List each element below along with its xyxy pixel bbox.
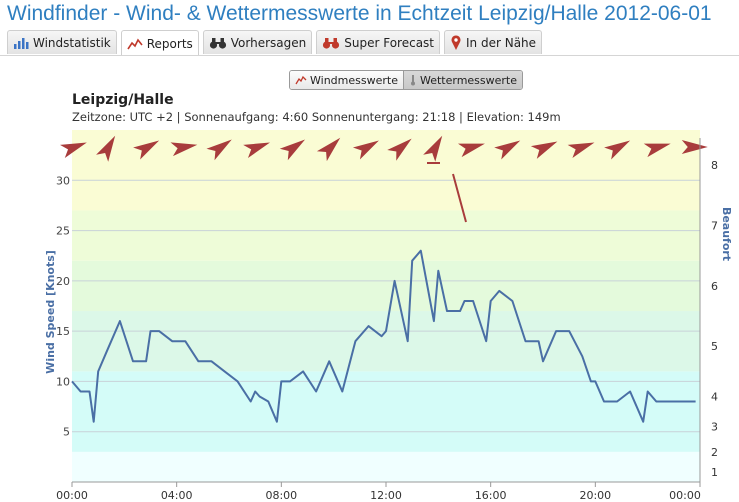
- y-tick-label: 25: [56, 225, 70, 238]
- map-pin-icon: [451, 34, 461, 50]
- wind-direction-arrow: [387, 138, 412, 161]
- y-tick-label: 10: [56, 375, 70, 388]
- tab-label: Super Forecast: [344, 35, 435, 50]
- arrow-head: [316, 137, 341, 162]
- tab-label: In der Nähe: [466, 35, 537, 50]
- arrow-head: [60, 142, 87, 159]
- beaufort-tick-label: 6: [711, 280, 718, 293]
- wind-speed-line: [71, 249, 696, 423]
- wind-direction-arrow: [494, 140, 521, 160]
- beaufort-band: [72, 451, 700, 482]
- arrow-head: [206, 139, 232, 161]
- line-chart-icon: [127, 38, 143, 49]
- windmesswerte-label: Windmesswerte: [310, 73, 398, 87]
- station-info: Zeitzone: UTC +2 | Sonnenaufgang: 4:60 S…: [72, 110, 561, 124]
- y-tick-label: 5: [63, 426, 70, 439]
- tab-label: Vorhersagen: [230, 35, 307, 50]
- beaufort-band: [72, 311, 700, 372]
- gust-marker: [452, 173, 467, 223]
- arrow-head: [604, 140, 631, 160]
- beaufort-band: [72, 371, 700, 452]
- beaufort-bands: [72, 130, 700, 482]
- view-toggle: Windmesswerte Wettermesswerte: [289, 70, 524, 90]
- y-tick-label: 20: [56, 275, 70, 288]
- wind-direction-arrow: [60, 142, 87, 159]
- wettermesswerte-label: Wettermesswerte: [419, 73, 518, 87]
- arrow-head: [352, 140, 379, 160]
- wind-direction-arrow: [352, 140, 379, 160]
- wind-speed-series: [71, 249, 696, 423]
- x-tick-label: 00:00: [669, 489, 701, 502]
- arrow-head: [387, 138, 412, 161]
- x-tick-label: 00:00: [56, 489, 88, 502]
- wind-direction-arrow: [530, 141, 558, 159]
- y-tick-label: 15: [56, 325, 70, 338]
- wind-direction-arrow: [170, 142, 198, 157]
- wind-direction-arrow: [567, 142, 595, 159]
- station-name: Leipzig/Halle: [72, 92, 174, 108]
- wind-direction-row: [60, 135, 708, 223]
- arrow-head: [423, 135, 443, 162]
- thermometer-icon: [410, 75, 415, 86]
- tab-vorhersagen[interactable]: Vorhersagen: [202, 30, 313, 54]
- wind-direction-arrow: [643, 143, 671, 158]
- arrow-head: [494, 140, 521, 160]
- wind-direction-arrow: [423, 135, 443, 162]
- line-chart-icon: [295, 75, 307, 85]
- beaufort-band: [72, 210, 700, 261]
- arrow-head: [457, 143, 485, 158]
- arrow-head: [133, 140, 160, 160]
- tab-bar: Windstatistik Reports Vorhersagen Super …: [7, 30, 543, 56]
- arrow-head: [243, 142, 270, 159]
- wind-direction-arrow: [133, 140, 160, 160]
- arrow-head: [170, 142, 198, 157]
- wind-direction-arrow: [681, 140, 708, 154]
- beaufort-tick-label: 5: [711, 340, 718, 353]
- tab-in-der-naehe[interactable]: In der Nähe: [444, 30, 543, 54]
- tab-divider: [0, 55, 739, 56]
- wind-direction-arrow: [206, 139, 232, 161]
- tab-reports[interactable]: Reports: [120, 30, 199, 56]
- beaufort-band: [72, 260, 700, 312]
- arrow-head: [279, 139, 306, 161]
- x-tick-label: 16:00: [475, 489, 507, 502]
- beaufort-tick-label: 1: [711, 466, 718, 479]
- page-title: Windfinder - Wind- & Wettermesswerte in …: [7, 2, 712, 25]
- wind-direction-arrow: [604, 140, 631, 160]
- x-tick-label: 20:00: [579, 489, 611, 502]
- arrow-head: [567, 142, 595, 159]
- wind-direction-arrow: [279, 139, 306, 161]
- tab-label: Reports: [146, 36, 193, 51]
- x-tick-label: 08:00: [265, 489, 297, 502]
- arrow-head: [96, 135, 116, 162]
- x-tick-label: 12:00: [370, 489, 402, 502]
- bar-chart-icon: [14, 37, 29, 49]
- wind-direction-arrow: [243, 142, 270, 159]
- wind-direction-arrow: [457, 143, 485, 158]
- arrow-head: [530, 141, 558, 159]
- binoculars-icon: [209, 37, 226, 49]
- beaufort-tick-label: 2: [711, 446, 718, 459]
- y-axis-title: Wind Speed [Knots]: [44, 250, 57, 374]
- tab-label: Windstatistik: [33, 35, 111, 50]
- arrow-head: [681, 140, 708, 154]
- tab-super-forecast[interactable]: Super Forecast: [316, 30, 441, 54]
- beaufort-tick-label: 4: [711, 391, 718, 404]
- x-tick-label: 04:00: [161, 489, 193, 502]
- windmesswerte-button[interactable]: Windmesswerte: [290, 71, 403, 89]
- beaufort-tick-label: 8: [711, 159, 718, 172]
- beaufort-tick-label: 3: [711, 421, 718, 434]
- wettermesswerte-button[interactable]: Wettermesswerte: [402, 71, 523, 89]
- wind-direction-arrow: [316, 137, 341, 162]
- wind-direction-arrow: [96, 135, 116, 162]
- beaufort-band: [72, 130, 700, 211]
- arrow-head: [643, 143, 671, 158]
- tab-windstatistik[interactable]: Windstatistik: [7, 30, 117, 54]
- binoculars-red-icon: [323, 37, 340, 49]
- y-tick-label: 30: [56, 174, 70, 187]
- y2-axis-title: Beaufort: [720, 207, 733, 261]
- beaufort-tick-label: 7: [711, 220, 718, 233]
